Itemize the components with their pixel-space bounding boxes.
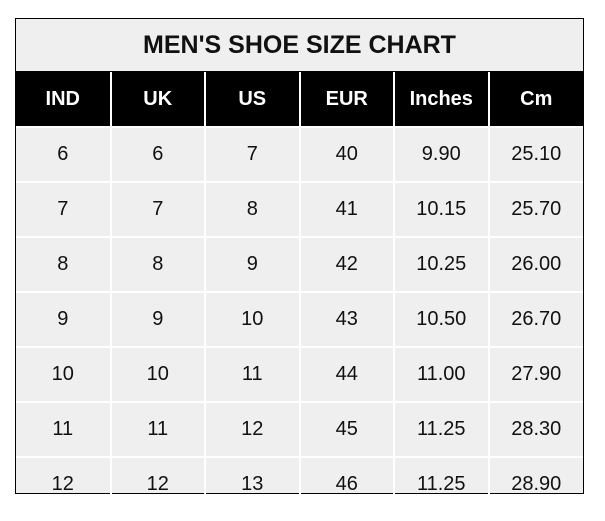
table-cell: 28.30 [487, 401, 583, 457]
table-cell: 9 [16, 291, 111, 347]
table-cell: 11 [204, 346, 300, 402]
table-cell: 12 [109, 456, 205, 511]
table-row: 10 10 11 44 11.00 27.90 [16, 346, 583, 402]
table-cell: 41 [298, 181, 394, 237]
table-cell: 11 [16, 401, 111, 457]
table-cell: 7 [16, 181, 111, 237]
table-cell: 9 [109, 291, 205, 347]
table-cell: 12 [204, 401, 300, 457]
table-cell: 6 [16, 126, 111, 182]
column-header: EUR [298, 72, 394, 127]
table-cell: 11 [109, 401, 205, 457]
table-row: 9 9 10 43 10.50 26.70 [16, 291, 583, 347]
table-cell: 7 [204, 126, 300, 182]
table-cell: 10 [109, 346, 205, 402]
column-header: UK [109, 72, 205, 127]
table-cell: 26.70 [487, 291, 583, 347]
table-cell: 10.15 [393, 181, 489, 237]
table-row: 6 6 7 40 9.90 25.10 [16, 126, 583, 182]
table-cell: 10 [16, 346, 111, 402]
table-cell: 40 [298, 126, 394, 182]
table-cell: 11.25 [393, 401, 489, 457]
table-cell: 11.25 [393, 456, 489, 511]
table-cell: 10 [204, 291, 300, 347]
table-cell: 8 [16, 236, 111, 292]
chart-title: MEN'S SHOE SIZE CHART [16, 19, 583, 72]
table-cell: 42 [298, 236, 394, 292]
column-header: Inches [393, 72, 489, 127]
column-header: US [204, 72, 300, 127]
size-chart-table-container: MEN'S SHOE SIZE CHART IND UK US EUR Inches Cm… [15, 18, 584, 511]
table-cell: 25.10 [487, 126, 583, 182]
table-cell: 10.50 [393, 291, 489, 347]
table-cell: 7 [109, 181, 205, 237]
table-cell: 9.90 [393, 126, 489, 182]
table-cell: 45 [298, 401, 394, 457]
table-cell: 28.90 [487, 456, 583, 511]
table-cell: 13 [204, 456, 300, 511]
table-cell: 10.25 [393, 236, 489, 292]
table-cell: 12 [16, 456, 111, 511]
table-cell: 8 [204, 181, 300, 237]
table-row: 12 12 13 46 11.25 28.90 [16, 456, 583, 511]
table-cell: 8 [109, 236, 205, 292]
table-cell: 9 [204, 236, 300, 292]
column-header: Cm [487, 72, 583, 127]
table-cell: 43 [298, 291, 394, 347]
table-cell: 27.90 [487, 346, 583, 402]
table-cell: 46 [298, 456, 394, 511]
table-cell: 25.70 [487, 181, 583, 237]
header-row: IND UK US EUR Inches Cm [16, 72, 583, 127]
column-header: IND [16, 72, 111, 127]
table-cell: 44 [298, 346, 394, 402]
table-cell: 11.00 [393, 346, 489, 402]
table-row: 7 7 8 41 10.15 25.70 [16, 181, 583, 237]
size-table: IND UK US EUR Inches Cm 6 6 7 40 9.90 25.10 7 7 8 41 10… [16, 72, 583, 511]
table-cell: 26.00 [487, 236, 583, 292]
table-cell: 6 [109, 126, 205, 182]
table-row: 8 8 9 42 10.25 26.00 [16, 236, 583, 292]
table-row: 11 11 12 45 11.25 28.30 [16, 401, 583, 457]
